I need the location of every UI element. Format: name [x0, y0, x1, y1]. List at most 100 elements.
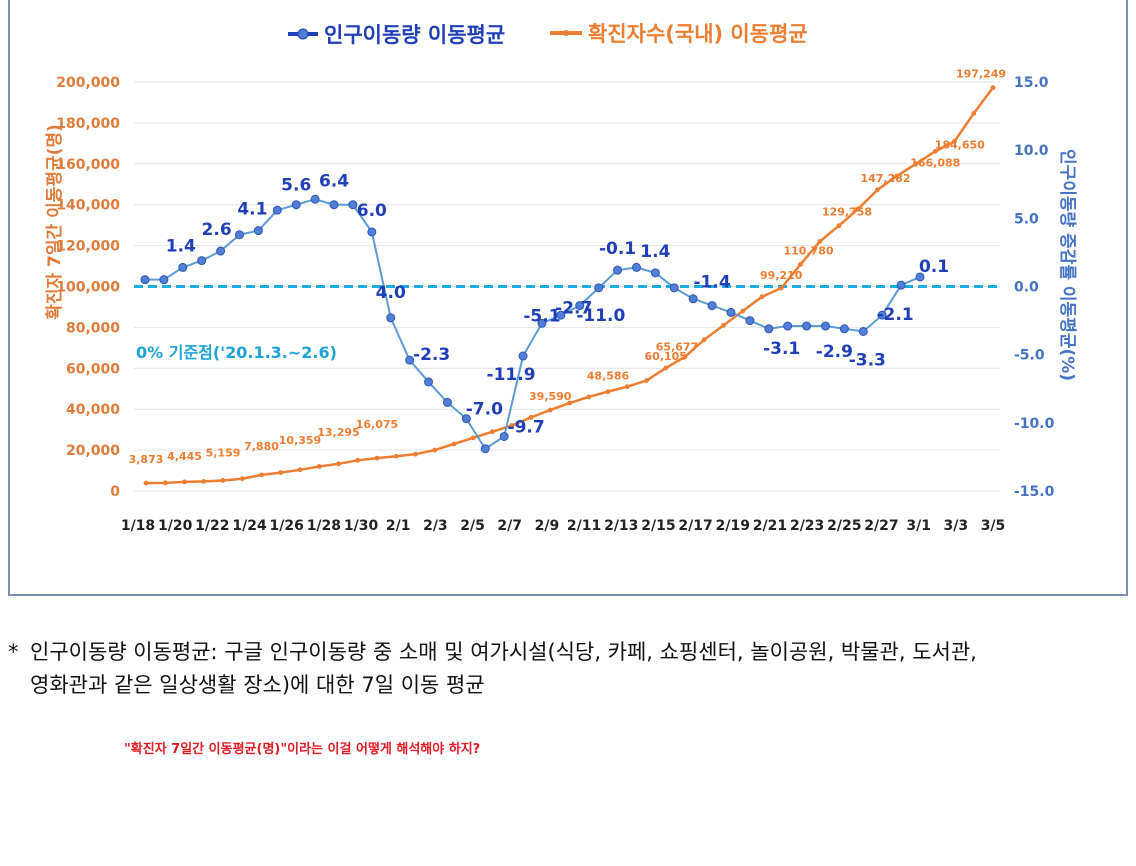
- legend-cases-label: 확진자수(국내) 이동평균: [588, 22, 808, 46]
- mobility-point: [178, 262, 188, 272]
- x-tick-label: 2/11: [567, 518, 601, 534]
- x-tick-label: 1/18: [121, 518, 155, 534]
- mobility-data-label: 1.4: [640, 242, 670, 262]
- y-right-tick-label: -5.0: [1014, 348, 1045, 364]
- mobility-point: [783, 321, 793, 331]
- mobility-point: [480, 444, 490, 454]
- mobility-point: [877, 310, 887, 320]
- mobility-data-label: -0.1: [599, 239, 636, 259]
- y-right-axis-title: 인구이동량 증감률 이동평균(%): [1057, 149, 1077, 381]
- y-left-tick-label: 40,000: [66, 402, 120, 418]
- mobility-point: [253, 226, 263, 236]
- cases-point: [239, 476, 245, 482]
- y-right-tick-label: 0.0: [1014, 280, 1039, 296]
- y-right-tick-label: 5.0: [1014, 211, 1039, 227]
- cases-data-label: 10,359: [279, 434, 321, 447]
- x-tick-label: 2/1: [386, 518, 411, 534]
- mobility-point: [745, 316, 755, 326]
- cases-point: [778, 285, 784, 291]
- x-tick-label: 2/25: [827, 518, 861, 534]
- mobility-point: [140, 275, 150, 285]
- cases-point: [740, 308, 746, 314]
- x-tick-label: 2/27: [864, 518, 898, 534]
- x-tick-label: 1/28: [307, 518, 341, 534]
- cases-data-label: 16,075: [356, 418, 398, 431]
- x-tick-label: 2/3: [423, 518, 448, 534]
- mobility-point: [424, 377, 434, 387]
- mobility-point: [518, 351, 528, 361]
- mobility-data-label: 1.4: [166, 236, 196, 256]
- cases-data-label: 65,677: [656, 341, 698, 354]
- mobility-data-label: 2.6: [202, 220, 232, 240]
- mobility-data-label: -3.1: [763, 339, 800, 359]
- mobility-point: [291, 200, 301, 210]
- cases-data-label: 129,758: [822, 206, 872, 219]
- mobility-point: [726, 307, 736, 317]
- mobility-point: [461, 414, 471, 424]
- cases-point: [374, 455, 380, 461]
- cases-point: [817, 239, 823, 244]
- x-tick-label: 1/24: [232, 518, 267, 534]
- mobility-point: [896, 280, 906, 290]
- cases-point: [836, 223, 842, 229]
- cases-point: [278, 470, 284, 475]
- chart-svg: 0 20,000 40,000 60,000 80,000 100,000 120,000 1…: [45, 22, 1077, 534]
- mobility-point: [329, 200, 339, 210]
- question-text: "확진자 7일간 이동평균(명)"이라는 이걸 어떻게 해석해야 하지?: [124, 742, 481, 757]
- y-left-tick-label: 140,000: [56, 198, 120, 214]
- mobility-data-label: 0.1: [919, 257, 949, 277]
- x-tick-label: 2/9: [535, 518, 560, 534]
- cases-data-label: 3,873: [129, 453, 164, 466]
- x-tick-label: 1/30: [344, 518, 379, 534]
- cases-point: [586, 394, 592, 400]
- cases-point: [721, 322, 726, 328]
- cases-data-label: 99,210: [760, 269, 803, 282]
- y-left-tick-label: 180,000: [56, 116, 120, 132]
- cases-data-label: 13,295: [317, 426, 359, 439]
- cases-point: [413, 451, 418, 457]
- chart-frame: 0 20,000 40,000 60,000 80,000 100,000 120,000 1…: [8, 0, 1128, 596]
- cases-data-label: 166,088: [910, 156, 960, 169]
- mobility-data-label: 6.0: [357, 201, 387, 221]
- cases-data-label: 39,590: [529, 390, 572, 403]
- cases-point: [451, 441, 457, 447]
- cases-point: [393, 453, 399, 459]
- cases-data-label: 147,282: [860, 172, 910, 185]
- mobility-data-label: -2.7: [555, 299, 592, 319]
- mobility-point: [915, 272, 925, 282]
- cases-point: [201, 478, 207, 484]
- mobility-point: [650, 268, 660, 278]
- cases-point: [567, 400, 572, 406]
- legend-cases-marker: [563, 30, 569, 36]
- mobility-data-label: 6.4: [319, 172, 349, 192]
- mobility-point: [367, 227, 377, 237]
- mobility-data-label: -9.7: [508, 417, 545, 437]
- cases-point: [798, 262, 803, 267]
- mobility-data-label: -2.3: [413, 345, 450, 365]
- mobility-point: [669, 283, 679, 293]
- cases-point: [663, 365, 669, 371]
- legend-mobility-marker: [297, 28, 309, 40]
- cases-point: [952, 138, 957, 144]
- cases-point: [971, 110, 977, 116]
- mobility-data-label: -2.1: [877, 305, 914, 325]
- cases-data-label: 5,159: [206, 446, 241, 459]
- mobility-data-label: -7.0: [466, 400, 503, 420]
- mobility-point: [858, 326, 868, 336]
- mobility-data-label: -2.9: [816, 342, 853, 362]
- cases-point: [297, 467, 303, 473]
- footnote-marker: *: [8, 640, 19, 664]
- cases-point: [220, 478, 226, 483]
- mobility-point: [764, 324, 774, 334]
- mobility-data-label: -11.9: [487, 365, 536, 385]
- mobility-point: [537, 318, 547, 328]
- cases-point: [894, 173, 900, 179]
- mobility-point: [386, 313, 396, 323]
- mobility-data-label: 5.6: [281, 176, 311, 196]
- cases-point: [336, 461, 341, 467]
- cases-point: [624, 384, 630, 390]
- cases-point: [990, 85, 996, 91]
- x-tick-label: 1/20: [158, 518, 193, 534]
- mobility-point: [310, 194, 320, 204]
- mobility-data-label: -1.4: [693, 273, 730, 293]
